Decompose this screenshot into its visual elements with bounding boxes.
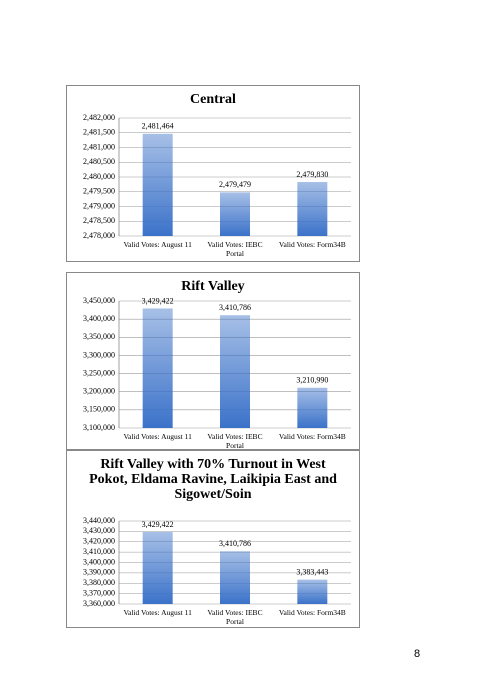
y-tick-label: 3,440,000	[83, 516, 115, 525]
y-tick-label: 3,150,000	[83, 405, 115, 414]
y-tick-label: 3,400,000	[83, 314, 115, 323]
x-tick-label: Valid Votes: IEBC Portal	[207, 608, 263, 626]
y-tick-label: 2,478,500	[83, 216, 115, 225]
y-tick-label: 3,420,000	[83, 537, 115, 546]
bar	[220, 315, 250, 428]
value-label: 2,479,830	[296, 170, 328, 179]
chart-title: Rift Valley	[181, 279, 245, 294]
page-number: 8	[414, 648, 421, 660]
y-tick-label: 3,100,000	[83, 423, 115, 432]
value-label: 2,481,464	[142, 122, 174, 131]
value-label: 3,410,786	[219, 303, 251, 312]
x-tick-label: Valid Votes: IEBC Portal	[207, 432, 263, 450]
bar	[220, 551, 250, 604]
y-tick-label: 2,481,000	[83, 142, 115, 151]
y-tick-label: 3,250,000	[83, 368, 115, 377]
chart-box: 3,360,000 3,370,000 3,380,000 3,390,000 3,40…	[66, 450, 360, 628]
y-tick-label: 2,478,000	[83, 231, 115, 240]
y-tick-label: 3,450,000	[83, 296, 115, 305]
x-tick-label: Valid Votes: August 11	[123, 608, 192, 617]
x-tick-label: Valid Votes: IEBC Portal	[207, 240, 263, 258]
y-tick-label: 2,481,500	[83, 128, 115, 137]
value-label: 3,429,422	[142, 520, 174, 529]
y-tick-label: 2,479,500	[83, 187, 115, 196]
bar	[297, 387, 328, 428]
value-label: 2,479,479	[219, 180, 251, 189]
y-tick-label: 3,430,000	[83, 526, 115, 535]
chart-title: Rift Valley with 70% Turnout in West Pok…	[89, 457, 337, 502]
y-tick-label: 2,480,500	[83, 157, 115, 166]
x-tick-label: Valid Votes: Form34B	[278, 608, 346, 617]
chart-box: 3,100,000 3,150,000 3,200,000 3,250,000 3,30…	[66, 272, 360, 450]
x-tick-label: Valid Votes: August 11	[123, 432, 192, 441]
value-label: 3,429,422	[142, 296, 174, 305]
chart: 2,478,000 2,478,500 2,479,000 2,479,500 2,48…	[83, 113, 351, 240]
chart: 3,100,000 3,150,000 3,200,000 3,250,000 3,30…	[83, 296, 351, 432]
x-tick-label: Valid Votes: August 11	[123, 240, 192, 249]
bar	[142, 133, 173, 236]
x-tick-label: Valid Votes: Form34B	[278, 432, 346, 441]
chart-title: Central	[190, 92, 236, 107]
y-tick-label: 3,400,000	[83, 557, 115, 566]
bar	[297, 579, 328, 604]
value-label: 3,410,786	[219, 539, 251, 548]
y-tick-label: 3,370,000	[83, 588, 115, 597]
bar	[220, 192, 250, 236]
y-tick-label: 3,300,000	[83, 350, 115, 359]
chart-box: 2,478,000 2,478,500 2,479,000 2,479,500 2,48…	[66, 85, 360, 262]
value-label: 3,383,443	[296, 568, 328, 577]
bar	[142, 308, 173, 428]
bar	[142, 531, 173, 604]
y-tick-label: 3,200,000	[83, 387, 115, 396]
y-tick-label: 3,390,000	[83, 568, 115, 577]
value-label: 3,210,990	[296, 376, 328, 385]
y-tick-label: 3,360,000	[83, 599, 115, 608]
y-tick-label: 3,350,000	[83, 332, 115, 341]
x-tick-label: Valid Votes: Form34B	[278, 240, 346, 249]
y-tick-label: 3,380,000	[83, 578, 115, 587]
y-tick-label: 2,479,000	[83, 201, 115, 210]
y-tick-label: 2,480,000	[83, 172, 115, 181]
bar	[297, 182, 328, 236]
y-tick-label: 2,482,000	[83, 113, 115, 122]
y-tick-label: 3,410,000	[83, 547, 115, 556]
